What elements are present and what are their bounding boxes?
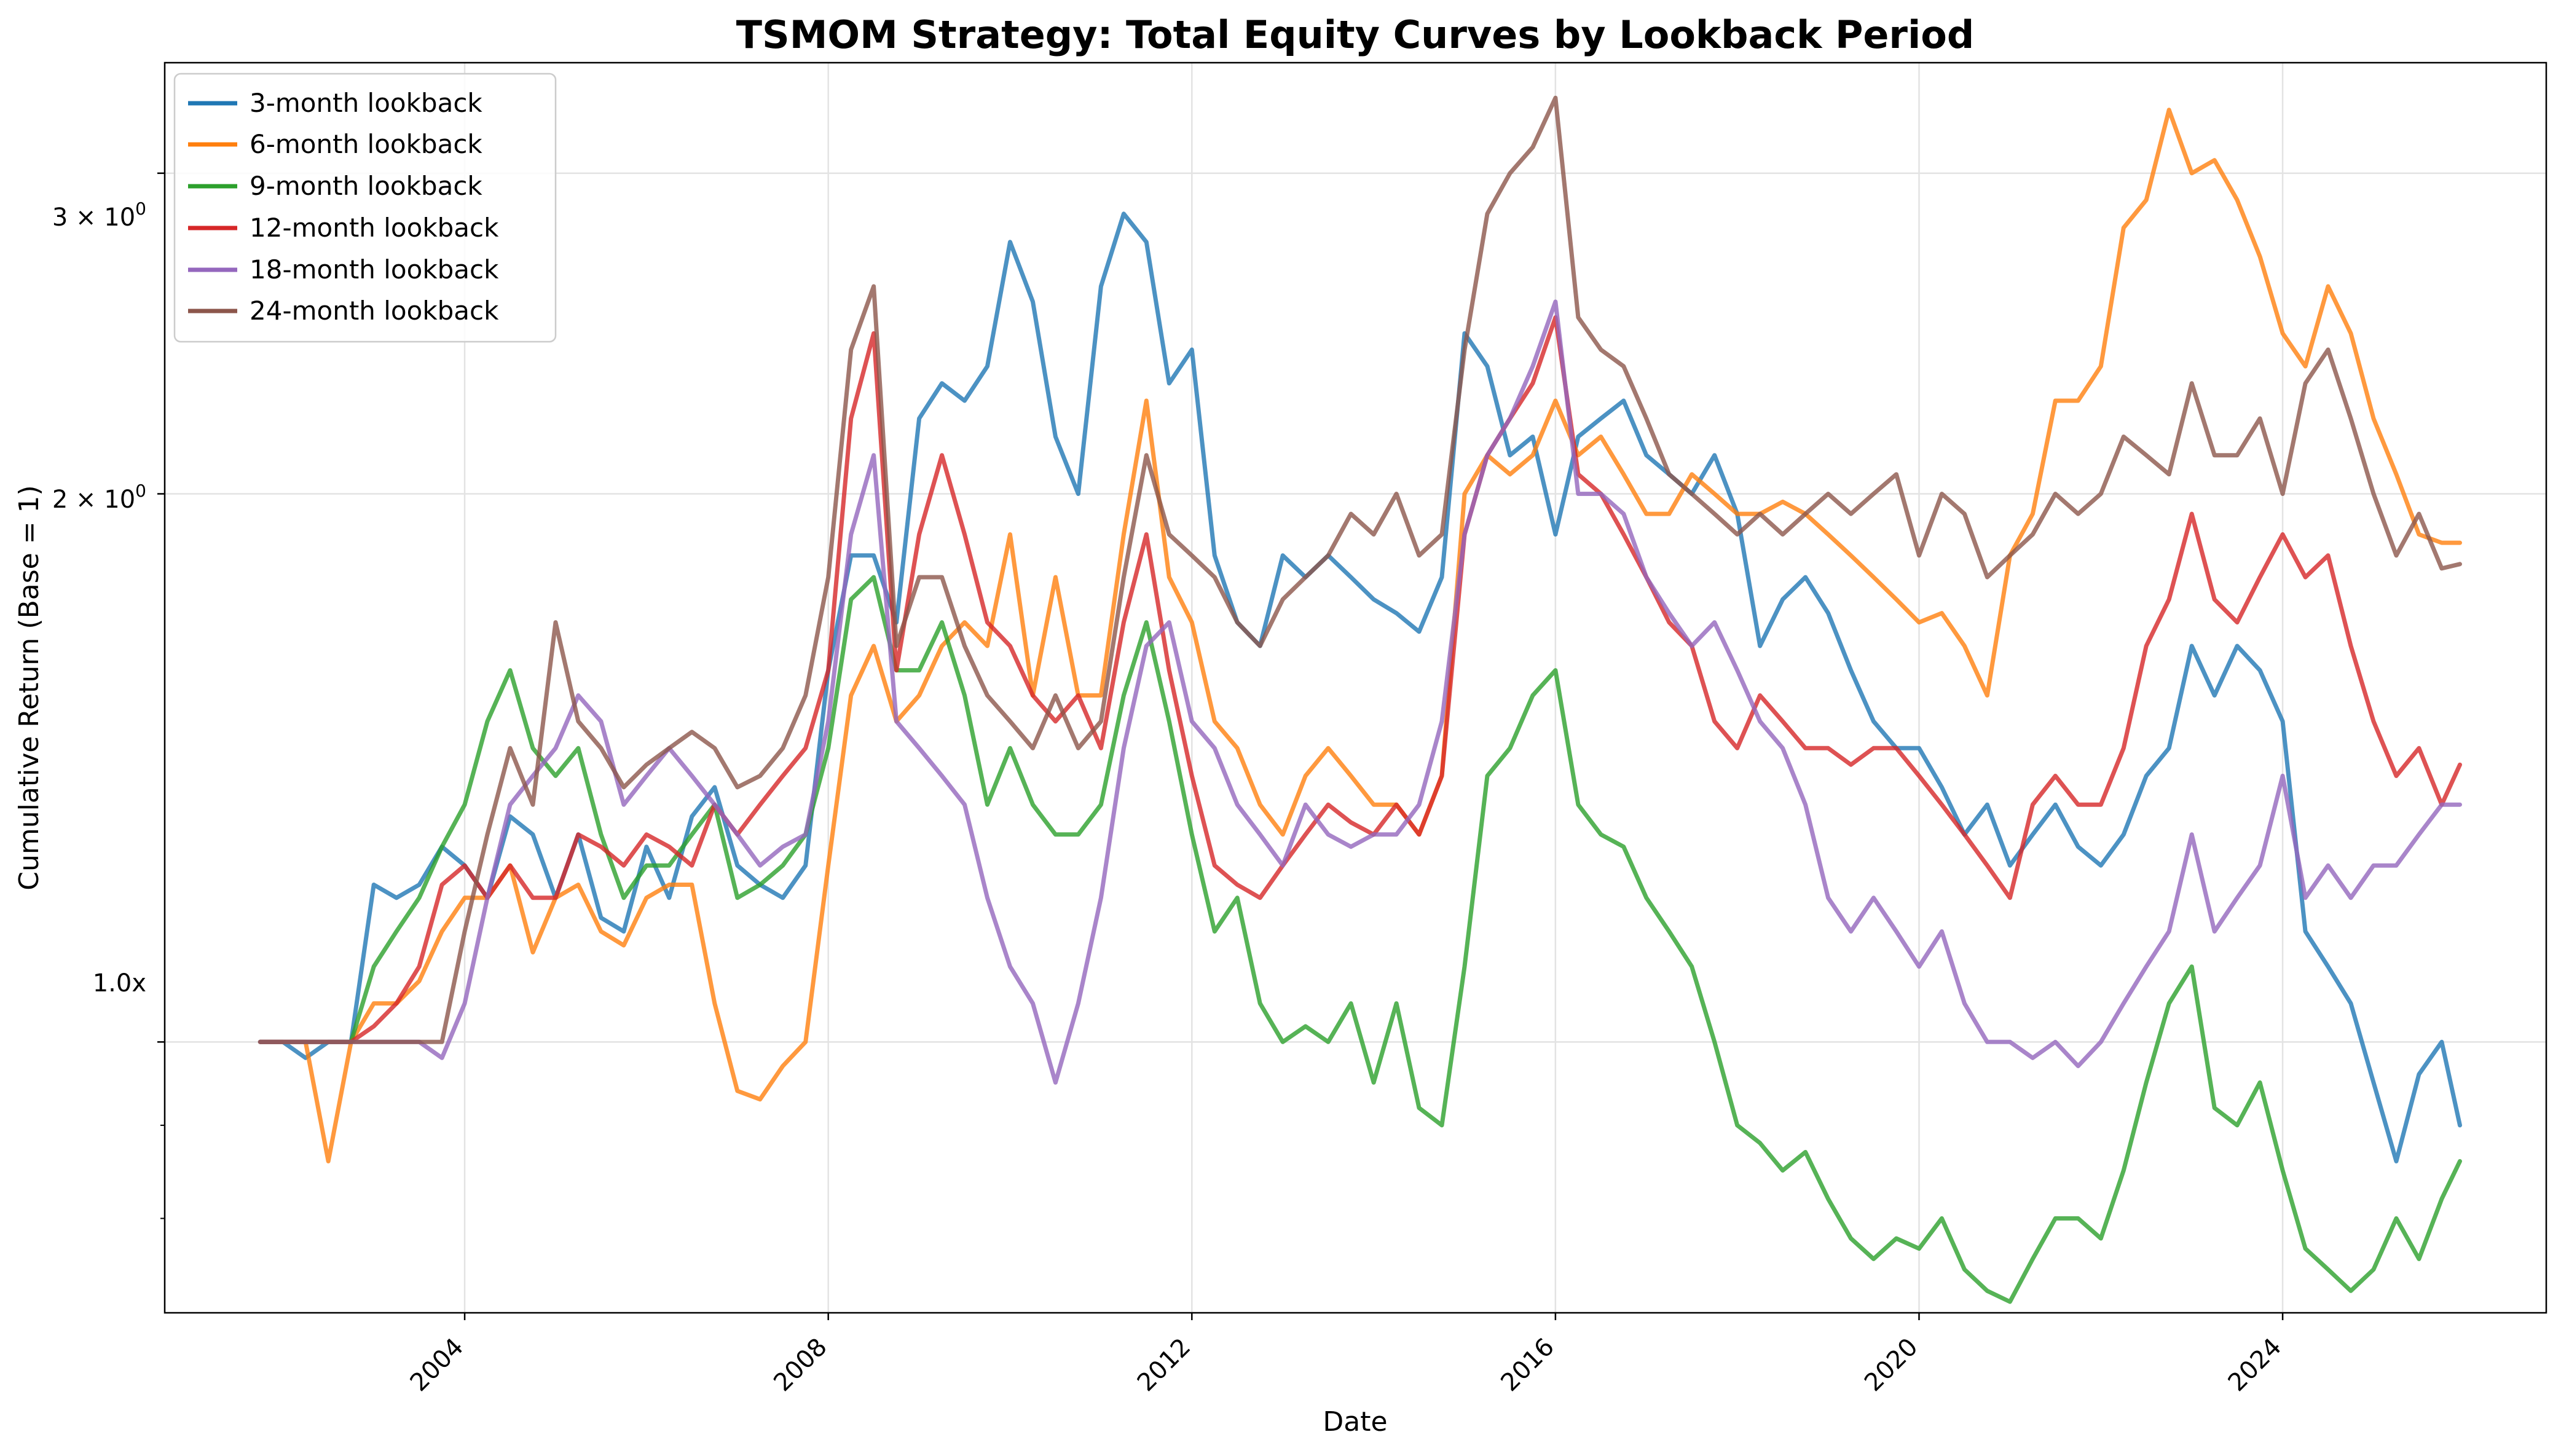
y-axis-label: Cumulative Return (Base = 1) [14, 485, 45, 890]
legend-entry-12-month: 12-month lookback [188, 213, 499, 243]
legend-entry-24-month: 24-month lookback [188, 296, 499, 326]
y-tick-label-2-base: 2 × 10 [52, 486, 135, 514]
x-axis-label: Date [1323, 1406, 1387, 1438]
series-line-3-month [258, 211, 2462, 1163]
chart-title: TSMOM Strategy: Total Equity Curves by L… [736, 12, 1975, 57]
legend-entry-3-month: 3-month lookback [188, 88, 482, 118]
y-tick-label-2: 2 × 100 [52, 481, 146, 514]
legend: 3-month lookback 6-month lookback 9-mont… [173, 73, 557, 343]
legend-label-9-month: 9-month lookback [250, 171, 482, 201]
svg-text:3 × 100: 3 × 100 [52, 199, 146, 232]
legend-entry-9-month: 9-month lookback [188, 171, 482, 201]
series-line-18-month [258, 299, 2462, 1085]
y-tick-label-1: 1.0x [93, 969, 146, 998]
series-line-12-month [258, 315, 2462, 1044]
legend-label-12-month: 12-month lookback [250, 213, 499, 243]
series-line-6-month [258, 108, 2462, 1163]
plot-area-frame [163, 61, 2547, 1314]
legend-label-24-month: 24-month lookback [250, 296, 499, 326]
series-line-9-month [258, 575, 2462, 1304]
y-tick-label-2-exponent: 0 [135, 481, 146, 501]
series-line-24-month [258, 95, 2462, 1044]
legend-label-3-month: 3-month lookback [250, 88, 482, 118]
y-tick-label-3: 3 × 100 [52, 199, 146, 232]
legend-label-6-month: 6-month lookback [250, 129, 482, 159]
y-tick-label-3-exponent: 0 [135, 199, 146, 219]
legend-entry-18-month: 18-month lookback [188, 254, 499, 285]
y-tick-label-3-base: 3 × 10 [52, 203, 135, 232]
legend-entry-6-month: 6-month lookback [188, 129, 482, 159]
svg-text:2 × 100: 2 × 100 [52, 481, 146, 514]
legend-box [173, 73, 557, 343]
series-lines [258, 95, 2462, 1304]
legend-label-18-month: 18-month lookback [250, 254, 499, 285]
